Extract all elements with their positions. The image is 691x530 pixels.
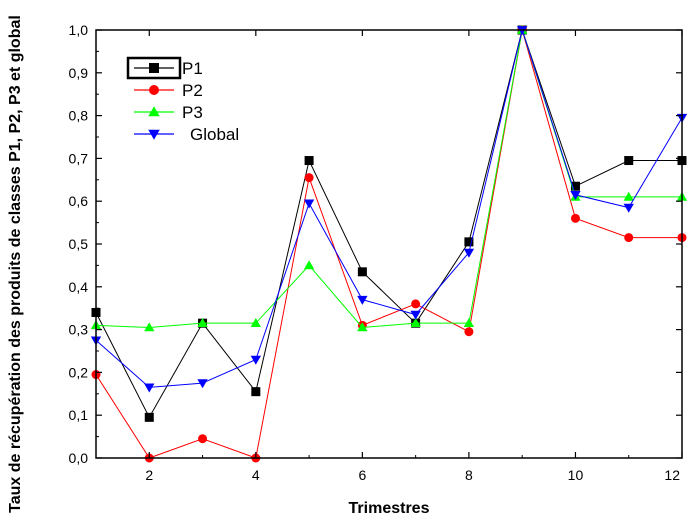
y-tick-label: 0,2: [69, 364, 89, 380]
data-point-p2: [571, 214, 580, 223]
x-tick-label: 2: [145, 467, 153, 483]
x-tick-label: 6: [358, 467, 366, 483]
legend-item-global: Global: [134, 125, 239, 144]
y-tick-label: 0,9: [69, 65, 89, 81]
series-layer: [91, 25, 687, 463]
legend-label: P2: [182, 81, 203, 100]
data-point-p3: [624, 192, 634, 201]
data-point-p1: [251, 387, 260, 396]
data-point-p1: [624, 156, 633, 165]
y-tick-label: 0,0: [69, 450, 89, 466]
data-point-p1: [358, 267, 367, 276]
legend-item-p2: P2: [134, 81, 203, 100]
data-point-p2: [464, 327, 473, 336]
data-point-p2: [411, 299, 420, 308]
data-point-p2: [624, 233, 633, 242]
axis-layer: 0,0 0,1 0,2 0,3 0,4 0,5 0,6 0,7 0,8 0,9 1,0 2 4 6 8 10 1…: [69, 22, 682, 483]
legend-marker: [148, 106, 160, 116]
series-p2: [92, 26, 687, 463]
legend-label: Global: [190, 125, 239, 144]
y-tick-label: 0,7: [69, 150, 89, 166]
data-point-global: [304, 200, 314, 209]
data-point-p2: [305, 173, 314, 182]
legend-marker: [149, 63, 159, 73]
data-point-p1: [305, 156, 314, 165]
y-tick-label: 0,6: [69, 193, 89, 209]
y-tick-label: 0,1: [69, 407, 89, 423]
x-tick-label: 12: [664, 467, 680, 483]
y-tick-label: 0,3: [69, 322, 89, 338]
legend: P1 P2 P3 Global: [128, 58, 239, 144]
legend-item-p3: P3: [134, 103, 203, 122]
x-axis-title: Trimestres: [349, 500, 430, 517]
y-tick-label: 0,5: [69, 236, 89, 252]
y-tick-label: 0,8: [69, 108, 89, 124]
data-point-global: [251, 356, 261, 365]
data-point-p1: [145, 413, 154, 422]
series-global: [91, 26, 687, 392]
legend-marker: [148, 130, 160, 140]
data-point-global: [624, 204, 634, 213]
legend-label: P1: [182, 59, 203, 78]
y-tick-label: 1,0: [69, 22, 89, 38]
data-point-global: [144, 384, 154, 393]
data-point-p3: [304, 260, 314, 269]
data-point-p2: [198, 434, 207, 443]
series-p1: [92, 26, 687, 422]
x-tick-label: 8: [465, 467, 473, 483]
x-tick-label: 10: [568, 467, 584, 483]
data-point-p3: [464, 318, 474, 327]
legend-marker: [149, 85, 159, 95]
y-axis-title: Taux de récupération des produits de cla…: [7, 15, 24, 513]
legend-label: P3: [182, 103, 203, 122]
legend-item-p1: P1: [128, 58, 203, 78]
y-tick-label: 0,4: [69, 279, 89, 295]
x-tick-label: 4: [252, 467, 260, 483]
